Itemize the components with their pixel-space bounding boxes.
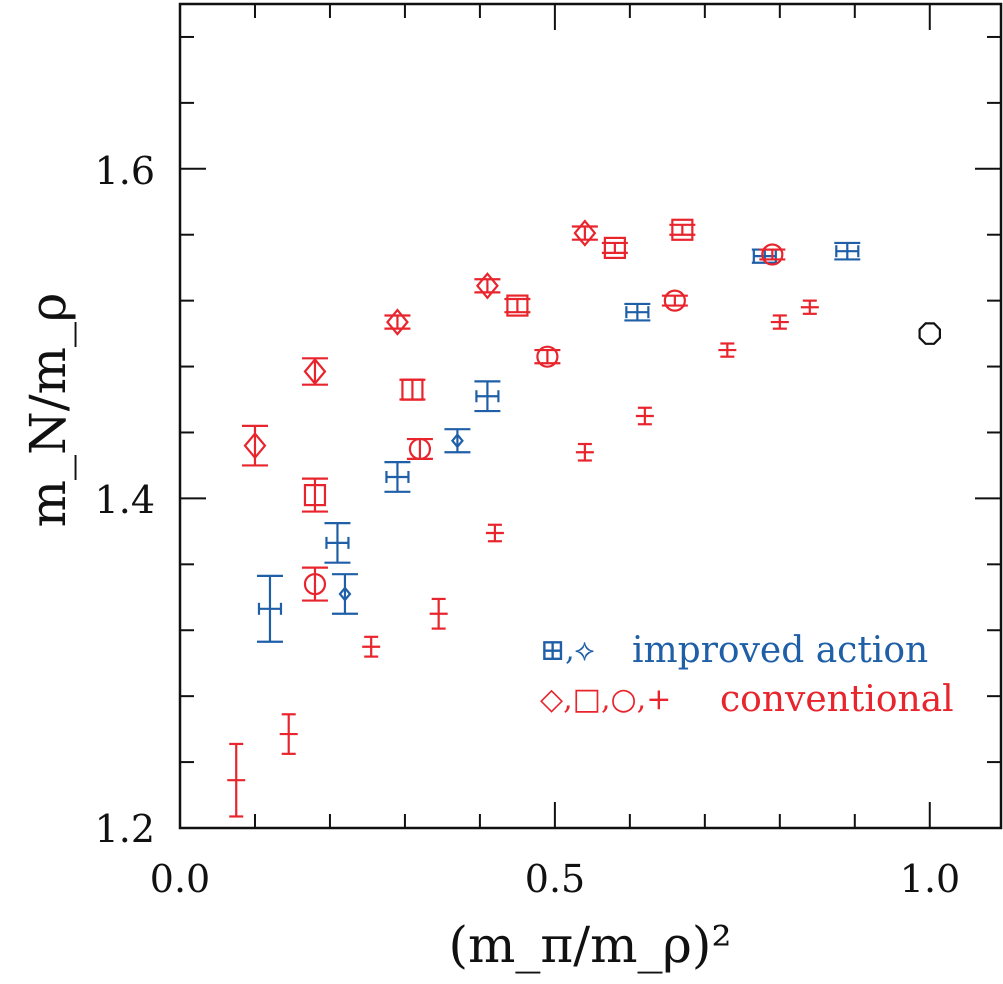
data-point [279, 713, 298, 755]
series-circle [301, 243, 786, 602]
series-diamond [241, 219, 598, 467]
point-marker [450, 433, 464, 449]
point-marker [536, 345, 559, 368]
axes [178, 2, 1003, 830]
point-marker [603, 236, 626, 260]
data-point [399, 378, 426, 401]
point-marker [401, 378, 424, 401]
x-tick-label: 1.0 [900, 857, 960, 901]
data-point [770, 314, 789, 330]
x-tick-label: 0.0 [150, 857, 210, 901]
data-point [384, 308, 411, 336]
data-point [635, 406, 654, 426]
x-axis-label: (m_π/m_ρ)² [449, 916, 732, 974]
point-marker [338, 586, 352, 602]
point-marker [303, 357, 327, 386]
data-point [241, 424, 268, 467]
data-point [669, 218, 696, 241]
point-marker [506, 294, 529, 317]
data-point [406, 437, 433, 461]
series-diamond-small [331, 428, 471, 615]
data-point [301, 566, 328, 602]
data-point [256, 574, 283, 643]
plot-frame [178, 2, 1003, 830]
data-point [384, 461, 411, 493]
series-octagon [918, 322, 942, 345]
data-point [759, 243, 786, 266]
data-point [575, 442, 594, 462]
series-cross-box [256, 241, 861, 643]
data-point [661, 289, 688, 312]
y-tick-label: 1.2 [95, 807, 155, 851]
data-point [504, 294, 531, 317]
legend-symbols-improved: ⊞,⟡ [540, 633, 595, 668]
point-marker [408, 437, 432, 461]
point-marker [303, 572, 327, 596]
point-marker [761, 243, 784, 266]
data-point [474, 272, 501, 300]
data-point [571, 219, 598, 247]
data-point [800, 299, 819, 315]
point-marker [918, 322, 942, 345]
legend-label-improved: improved action [632, 630, 928, 671]
data-point [534, 345, 561, 368]
legend-label-conventional: conventional [720, 679, 954, 720]
y-tick-label: 1.6 [95, 149, 155, 193]
y-axis-label: m_N/m_ρ [19, 293, 77, 528]
point-marker [663, 289, 686, 312]
data-point [324, 522, 351, 564]
point-marker [303, 484, 327, 507]
legend: ⊞,⟡ improved action ◇,□,○,+ conventional [540, 630, 954, 720]
data-point [834, 241, 861, 261]
data-point [227, 742, 246, 818]
data-point [429, 597, 448, 630]
point-marker [573, 219, 597, 247]
point-marker [475, 272, 499, 300]
point-marker [386, 308, 409, 336]
y-tick-label: 1.4 [95, 478, 155, 522]
x-tick-label: 0.5 [525, 857, 585, 901]
data-point [918, 322, 942, 345]
data-point [601, 236, 628, 260]
data-point [624, 302, 651, 322]
point-marker [671, 218, 694, 241]
data-points [227, 218, 942, 818]
data-point [331, 573, 358, 615]
data-point [301, 477, 328, 513]
legend-symbols-conventional: ◇,□,○,+ [540, 682, 671, 717]
data-point [474, 380, 501, 413]
ticks [179, 4, 1001, 829]
point-marker [243, 431, 267, 460]
data-point [718, 342, 737, 358]
series-square [301, 218, 696, 513]
series-plus [227, 299, 819, 818]
data-point [362, 635, 381, 658]
data-point [485, 523, 504, 543]
data-point [444, 428, 471, 454]
data-point [301, 357, 328, 386]
